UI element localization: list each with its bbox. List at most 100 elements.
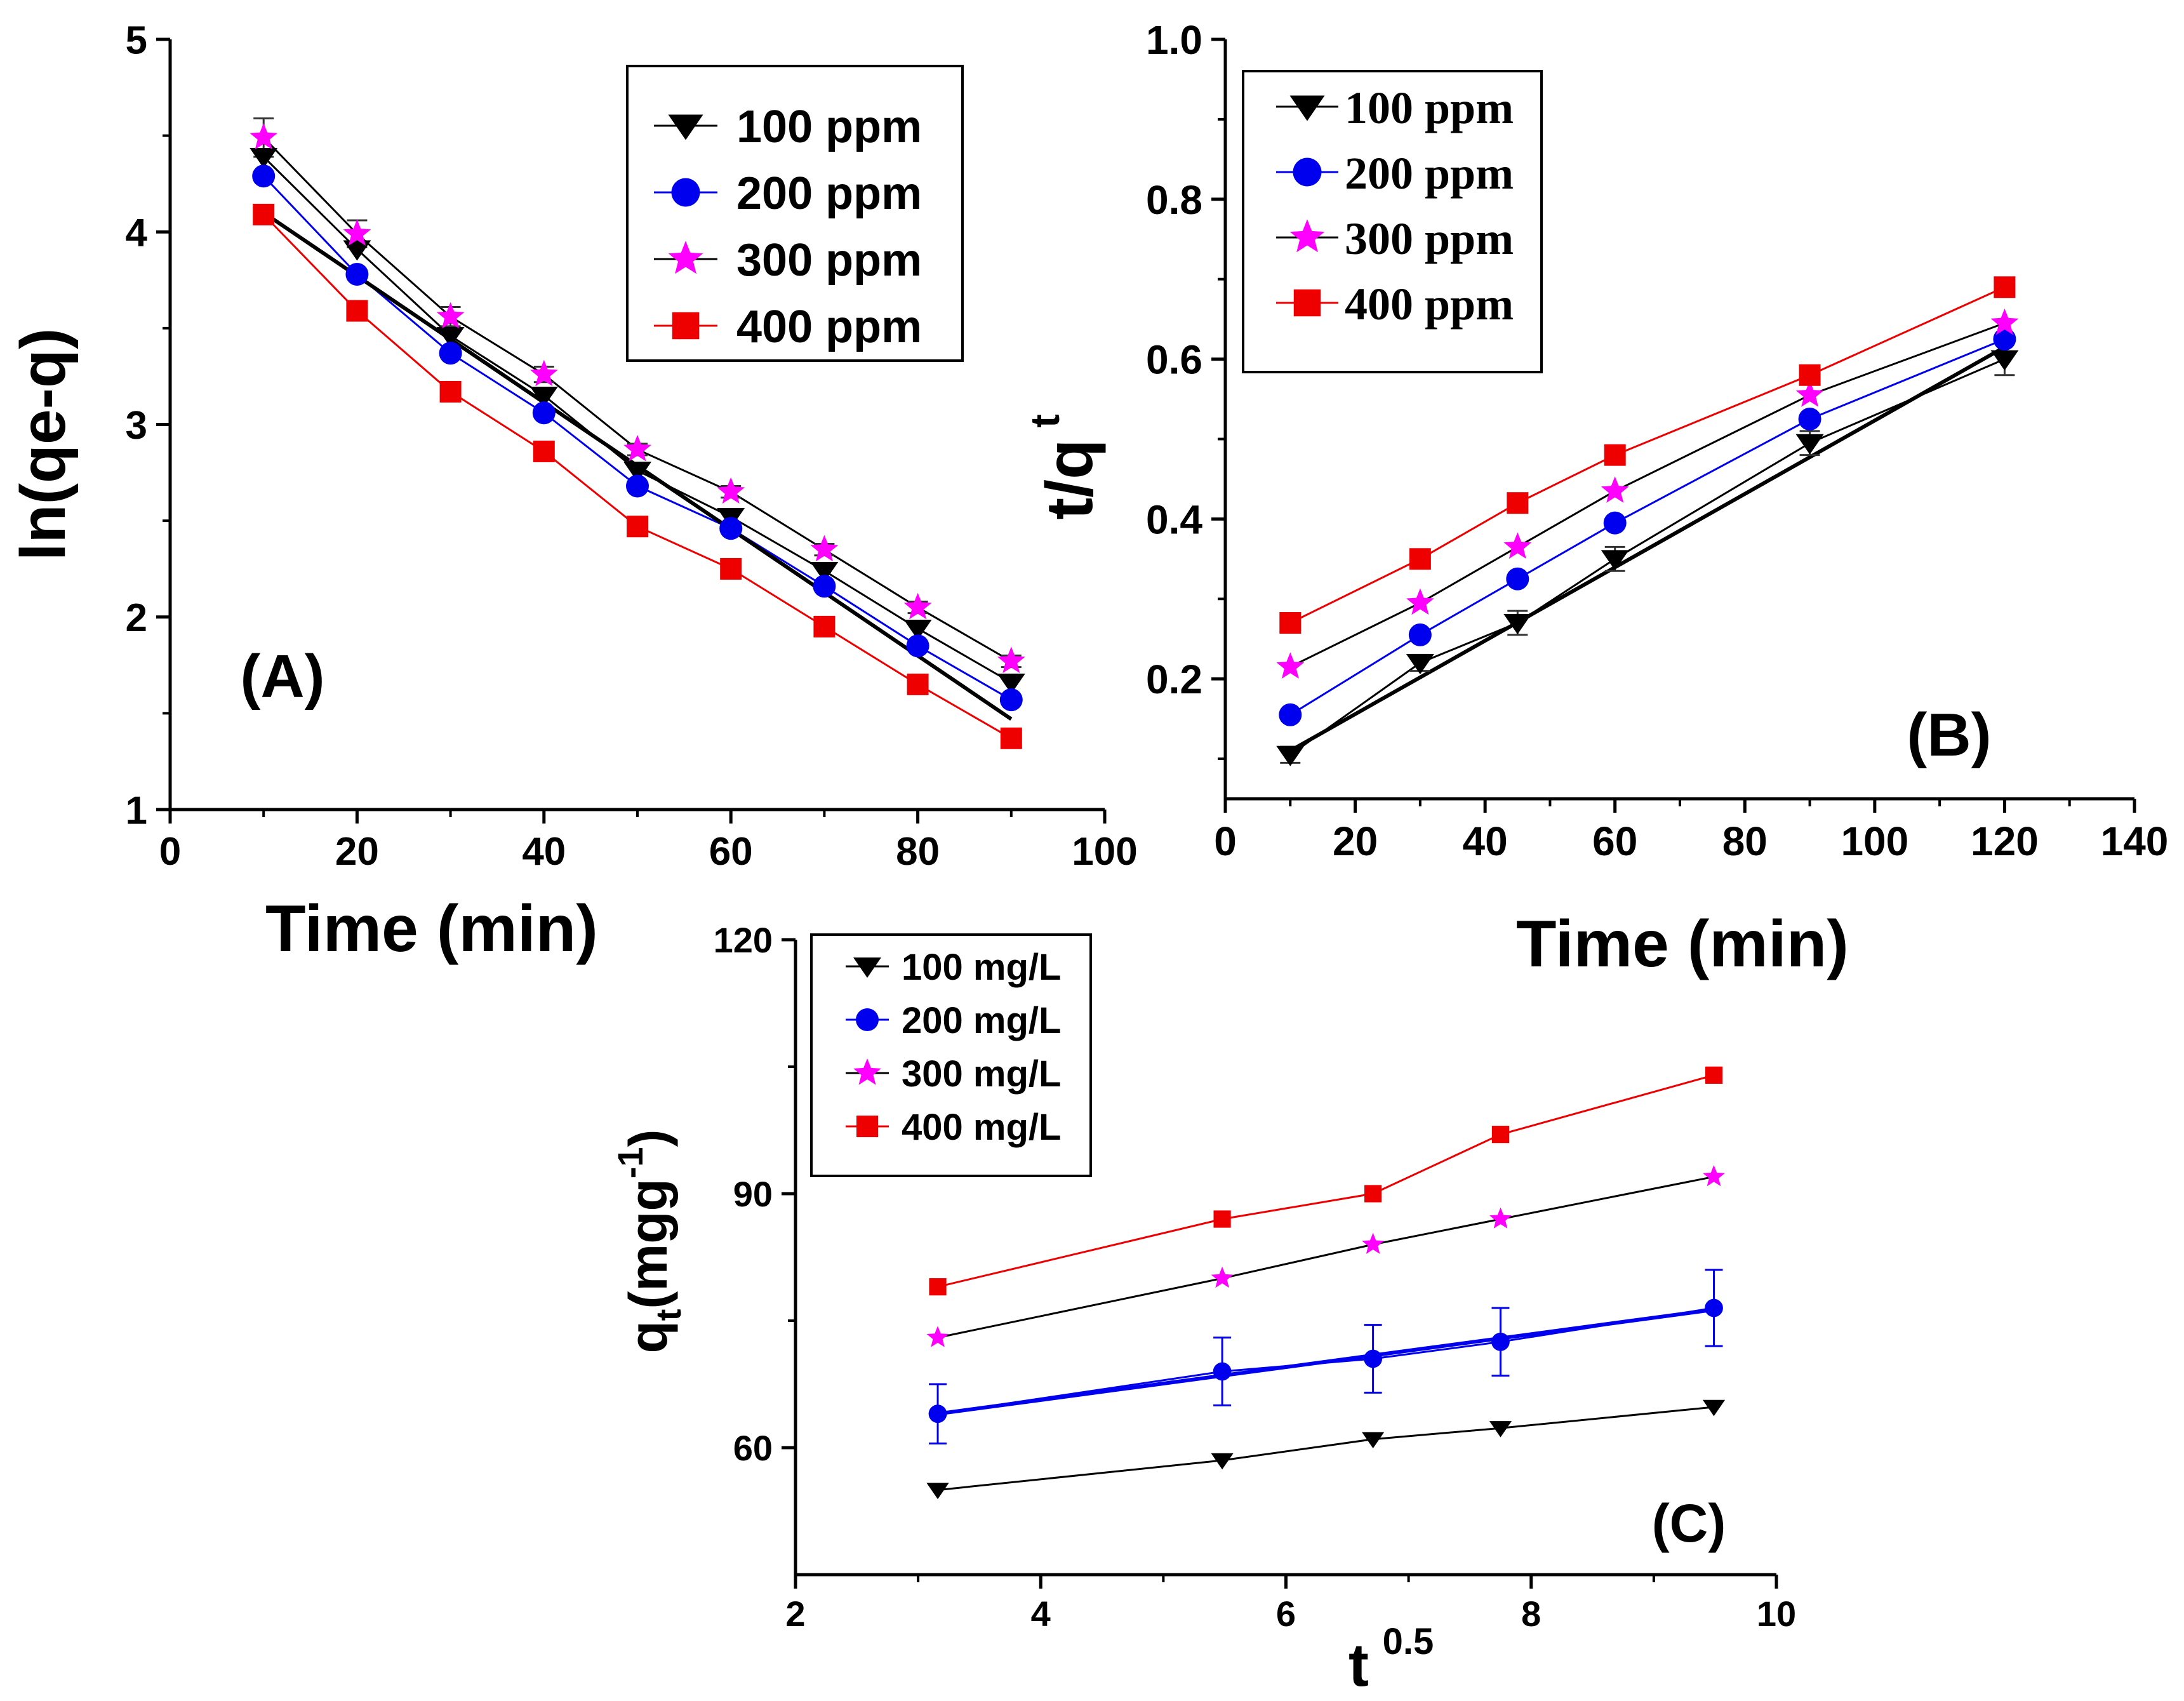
panel-b-point-square [1279,612,1302,634]
panel-a-point-circle [532,401,556,425]
panel-b-point-star [1601,476,1629,503]
svg-text:t: t [1022,414,1068,427]
panel-a-point-square [533,440,555,462]
panel-c-point-star [1211,1266,1234,1288]
panel-b-point-star [1990,308,2019,335]
panel-c-axes [782,938,1778,1589]
panel-a-point-triangle-down [997,673,1025,694]
panel-c: 2 4 6 8 10 60 90 120 t 0.5 qt(mgg-1) (C) 100 mg… [610,920,1796,1699]
panel-c-x-tick-label: 8 [1521,1594,1541,1634]
panel-c-x-tick-label: 6 [1276,1594,1296,1634]
panel-a-x-tick-label: 20 [335,830,379,874]
panel-a-legend-label: 400 ppm [736,302,922,352]
panel-a-point-triangle-down [903,619,932,640]
panel-b-point-star [1795,380,1824,407]
panel-b-y-tick-label: 0.6 [1146,337,1202,383]
panel-a-axes [156,37,1107,824]
panel-b-series-layer [1276,276,2019,766]
panel-c-point-square [1491,1126,1510,1144]
panel-b-point-triangle-down [1990,350,2019,371]
panel-c-point-circle [1364,1349,1383,1368]
panel-b-point-star [1406,588,1434,615]
panel-a-x-tick-label: 40 [522,830,566,874]
panel-b-label: (B) [1907,701,1991,769]
panel-b-x-tick-label: 40 [1463,818,1508,864]
panel-b-legend-marker-star [1289,219,1325,253]
panel-a-point-triangle-down [623,462,651,483]
panel-a-label: (A) [240,643,324,710]
panel-a-point-square [720,557,742,580]
panel-c-point-star [1703,1164,1725,1187]
panel-a-point-square [907,673,929,695]
panel-a-point-triangle-down [529,387,558,408]
panel-c-y-tick-label: 60 [733,1428,773,1468]
panel-c-point-circle [928,1404,947,1424]
panel-c-legend-label: 200 mg/L [902,1000,1061,1041]
panel-c-legend: 100 mg/L 200 mg/L 300 mg/L 400 mg/L [810,933,1092,1177]
panel-b-point-triangle-down [1406,653,1434,674]
panel-b-x-axis-title: Time (min) [1516,907,1849,981]
panel-c-trend-line [937,1307,1714,1416]
panel-b-point-square [1799,364,1821,386]
panel-c-legend-marker-circle [856,1008,879,1031]
panel-a-point-circle [906,634,929,658]
panel-a-legend-marker-star [668,241,703,274]
panel-c-point-square [1705,1066,1723,1084]
panel-c-legend-label: 400 mg/L [902,1107,1061,1148]
panel-b-point-triangle-down [1795,434,1824,455]
panel-b-point-triangle-down [1276,745,1305,766]
panel-b-legend-box [1242,70,1543,373]
panel-a-point-circle [719,517,743,540]
panel-b-x-tick-label: 80 [1722,818,1768,864]
panel-c-tick-labels: 2 4 6 8 10 60 90 120 [714,920,1797,1634]
panel-c-legend-marker-triangle-down [853,957,881,978]
panel-a-point-star [343,219,371,246]
panel-a-x-tick-label: 0 [159,830,181,874]
panel-a-point-circle [999,688,1023,712]
panel-a-x-tick-label: 100 [1072,830,1137,874]
panel-a-point-circle [252,164,276,188]
panel-a-series-layer [250,117,1025,749]
panel-a-point-star [903,592,932,620]
panel-c-point-square [1364,1185,1382,1203]
panel-b-series-line-0 [1289,358,2005,756]
svg-text:t: t [1348,1631,1369,1699]
panel-a-point-star [529,359,558,387]
panel-a-point-triangle-down [810,561,839,582]
panel-a-legend: 100 ppm 200 ppm 300 ppm 400 ppm [626,65,964,362]
panel-b-point-square [1604,444,1626,466]
panel-c-legend-marker-square [856,1116,878,1137]
panel-a-point-square [627,516,648,538]
panel-a-legend-label: 300 ppm [736,235,922,286]
panel-a-legend-marker-square [672,312,700,340]
panel-a-point-triangle-down [343,240,371,261]
panel-b-legend: 100 ppm 200 ppm 300 ppm 400 ppm [1242,70,1543,373]
panel-a-y-tick-label: 5 [126,18,147,62]
panel-a-point-square [1000,727,1022,749]
panel-a-point-star [250,123,278,150]
panel-b-series-line-2 [1289,322,2005,668]
panel-a-tick-labels: 0 20 40 60 80 100 1 2 3 4 5 [126,18,1138,874]
panel-c-x-tick-label: 10 [1757,1594,1796,1634]
panel-a-point-square [439,380,462,403]
panel-b-point-circle [1993,328,2016,351]
panel-b-point-square [1994,276,2016,298]
panel-b-point-circle [1408,623,1432,646]
panel-a-point-triangle-down [250,147,278,168]
panel-c-point-square [1213,1210,1231,1228]
panel-c-legend-label: 100 mg/L [902,947,1061,988]
panel-b-y-tick-label: 0.8 [1146,177,1202,223]
panel-a-y-tick-label: 4 [126,211,148,255]
panel-b-x-tick-label: 60 [1592,818,1637,864]
panel-a-y-axis-title: ln(qe-q) [8,328,79,561]
svg-text:0.5: 0.5 [1383,1621,1434,1662]
panel-a: 0 20 40 60 80 100 1 2 3 4 5 Time (min) ln(qe-q) (A… [8,18,1138,966]
panel-b-point-square [1507,492,1529,514]
panel-c-x-axis-title: t 0.5 [1348,1621,1434,1699]
panel-b-point-circle [1279,703,1302,726]
panel-c-x-tick-label: 4 [1031,1594,1051,1634]
panel-c-point-triangle-down [1211,1453,1234,1470]
svg-text:qt(mgg-1): qt(mgg-1) [610,1129,688,1353]
panel-a-y-tick-label: 2 [126,596,147,640]
